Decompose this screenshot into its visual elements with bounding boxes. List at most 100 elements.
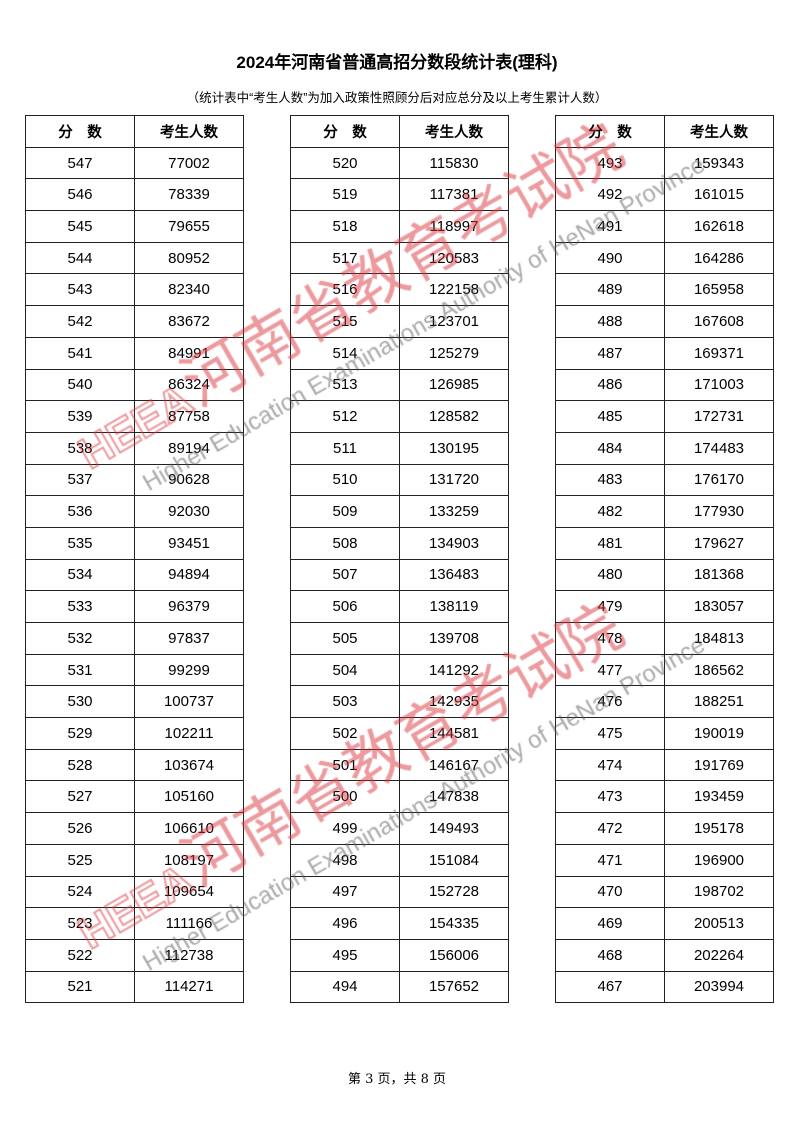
count-cell: 149493 — [399, 812, 509, 845]
table-row: 477 186562 — [555, 653, 774, 687]
count-cell: 191769 — [664, 748, 774, 782]
count-cell: 154335 — [399, 907, 509, 940]
score-cell: 535 — [25, 526, 135, 560]
score-cell: 526 — [25, 812, 135, 845]
score-cell: 482 — [555, 495, 665, 528]
table-row: 497 152728 — [290, 875, 509, 909]
column-header-count: 考生人数 — [664, 115, 774, 148]
table-row: 476 188251 — [555, 685, 774, 719]
score-cell: 512 — [290, 400, 400, 433]
table-row: 536 92030 — [25, 495, 244, 528]
score-cell: 519 — [290, 178, 400, 212]
score-cell: 477 — [555, 653, 665, 687]
table-row: 483 176170 — [555, 463, 774, 497]
count-cell: 146167 — [399, 748, 509, 782]
count-cell: 167608 — [664, 305, 774, 338]
table-row: 481 179627 — [555, 526, 774, 560]
table-row: 515 123701 — [290, 305, 509, 338]
score-cell: 506 — [290, 590, 400, 623]
score-cell: 508 — [290, 526, 400, 560]
count-cell: 128582 — [399, 400, 509, 433]
table-row: 506 138119 — [290, 590, 509, 623]
count-cell: 134903 — [399, 526, 509, 560]
score-cell: 500 — [290, 780, 400, 814]
count-cell: 198702 — [664, 875, 774, 909]
count-cell: 174483 — [664, 431, 774, 465]
table-row: 500 147838 — [290, 780, 509, 814]
table-row: 530 100737 — [25, 685, 244, 719]
count-cell: 84991 — [134, 336, 244, 370]
score-cell: 486 — [555, 368, 665, 402]
score-cell: 516 — [290, 273, 400, 307]
table-row: 492 161015 — [555, 178, 774, 212]
score-cell: 536 — [25, 495, 135, 528]
table-row: 490 164286 — [555, 241, 774, 275]
count-cell: 105160 — [134, 780, 244, 814]
score-cell: 537 — [25, 463, 135, 497]
count-cell: 133259 — [399, 495, 509, 528]
table-row: 493 159343 — [555, 146, 774, 180]
count-cell: 83672 — [134, 305, 244, 338]
count-cell: 92030 — [134, 495, 244, 528]
table-row: 543 82340 — [25, 273, 244, 307]
table-row: 485 172731 — [555, 400, 774, 433]
count-cell: 106610 — [134, 812, 244, 845]
table-row: 471 196900 — [555, 843, 774, 877]
table-row: 479 183057 — [555, 590, 774, 623]
score-cell: 528 — [25, 748, 135, 782]
count-cell: 162618 — [664, 210, 774, 243]
page-title: 2024年河南省普通高招分数段统计表(理科) — [236, 53, 558, 72]
count-cell: 136483 — [399, 558, 509, 592]
column-header-score: 分 数 — [25, 115, 135, 148]
count-cell: 87758 — [134, 400, 244, 433]
count-cell: 176170 — [664, 463, 774, 497]
score-cell: 484 — [555, 431, 665, 465]
score-cell: 510 — [290, 463, 400, 497]
table-row: 517 120583 — [290, 241, 509, 275]
table-row: 522 112738 — [25, 938, 244, 972]
table-row: 516 122158 — [290, 273, 509, 307]
count-cell: 79655 — [134, 210, 244, 243]
count-cell: 161015 — [664, 178, 774, 212]
table-row: 472 195178 — [555, 812, 774, 845]
table-row: 502 144581 — [290, 717, 509, 750]
score-cell: 480 — [555, 558, 665, 592]
count-cell: 111166 — [134, 907, 244, 940]
table-row: 540 86324 — [25, 368, 244, 402]
score-cell: 533 — [25, 590, 135, 623]
count-cell: 147838 — [399, 780, 509, 814]
count-cell: 94894 — [134, 558, 244, 592]
score-cell: 493 — [555, 146, 665, 180]
count-cell: 103674 — [134, 748, 244, 782]
table-row: 538 89194 — [25, 431, 244, 465]
table-row: 489 165958 — [555, 273, 774, 307]
score-cell: 496 — [290, 907, 400, 940]
table-row: 533 96379 — [25, 590, 244, 623]
score-cell: 467 — [555, 970, 665, 1004]
score-cell: 515 — [290, 305, 400, 338]
table-row: 531 99299 — [25, 653, 244, 687]
table-row: 507 136483 — [290, 558, 509, 592]
table-row: 496 154335 — [290, 907, 509, 940]
table-row: 478 184813 — [555, 622, 774, 655]
count-cell: 156006 — [399, 938, 509, 972]
score-cell: 547 — [25, 146, 135, 180]
score-cell: 502 — [290, 717, 400, 750]
score-cell: 511 — [290, 431, 400, 465]
score-cell: 542 — [25, 305, 135, 338]
table-row: 484 174483 — [555, 431, 774, 465]
score-cell: 479 — [555, 590, 665, 623]
count-cell: 179627 — [664, 526, 774, 560]
table-row: 539 87758 — [25, 400, 244, 433]
table-row: 520 115830 — [290, 146, 509, 180]
count-cell: 172731 — [664, 400, 774, 433]
table-row: 514 125279 — [290, 336, 509, 370]
score-cell: 501 — [290, 748, 400, 782]
table-row: 499 149493 — [290, 812, 509, 845]
count-cell: 99299 — [134, 653, 244, 687]
table-row: 544 80952 — [25, 241, 244, 275]
score-cell: 499 — [290, 812, 400, 845]
table-row: 509 133259 — [290, 495, 509, 528]
score-cell: 497 — [290, 875, 400, 909]
count-cell: 100737 — [134, 685, 244, 719]
